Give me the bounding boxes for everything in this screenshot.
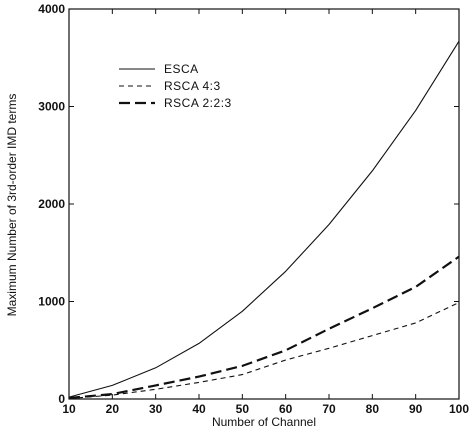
y-tick-label: 0 <box>58 392 65 406</box>
x-tick-label: 70 <box>322 402 336 416</box>
y-axis-label: Maximum Number of 3rd-order IMD terms <box>5 94 19 317</box>
series-layer <box>68 40 460 400</box>
y-tick-label: 1000 <box>38 295 65 309</box>
series-line-rsca-2-2-3 <box>68 255 460 400</box>
y-tick-label: 4000 <box>38 2 65 16</box>
legend-label: ESCA <box>164 62 199 76</box>
x-tick-label: 10 <box>62 402 76 416</box>
legend: ESCA RSCA 4:3 RSCA 2:2:3 <box>119 62 232 110</box>
x-tick-label: 50 <box>236 402 250 416</box>
x-axis-ticks: 10 20 30 40 50 60 70 80 90 100 <box>62 9 469 416</box>
series-line-rsca-4-3 <box>68 302 460 400</box>
x-tick-label: 40 <box>192 402 206 416</box>
legend-label: RSCA 2:2:3 <box>164 96 232 110</box>
x-tick-label: 60 <box>279 402 293 416</box>
x-tick-label: 30 <box>149 402 163 416</box>
y-tick-label: 3000 <box>38 100 65 114</box>
x-tick-label: 100 <box>449 402 469 416</box>
x-tick-label: 90 <box>409 402 423 416</box>
legend-label: RSCA 4:3 <box>164 79 221 93</box>
y-axis-ticks: 0 1000 2000 3000 4000 <box>38 2 459 406</box>
x-tick-label: 20 <box>106 402 120 416</box>
series-line-esca <box>68 40 460 398</box>
plot-frame <box>68 8 460 400</box>
x-axis-label: Number of Channel <box>212 415 316 429</box>
y-tick-label: 2000 <box>38 197 65 211</box>
x-tick-label: 80 <box>366 402 380 416</box>
